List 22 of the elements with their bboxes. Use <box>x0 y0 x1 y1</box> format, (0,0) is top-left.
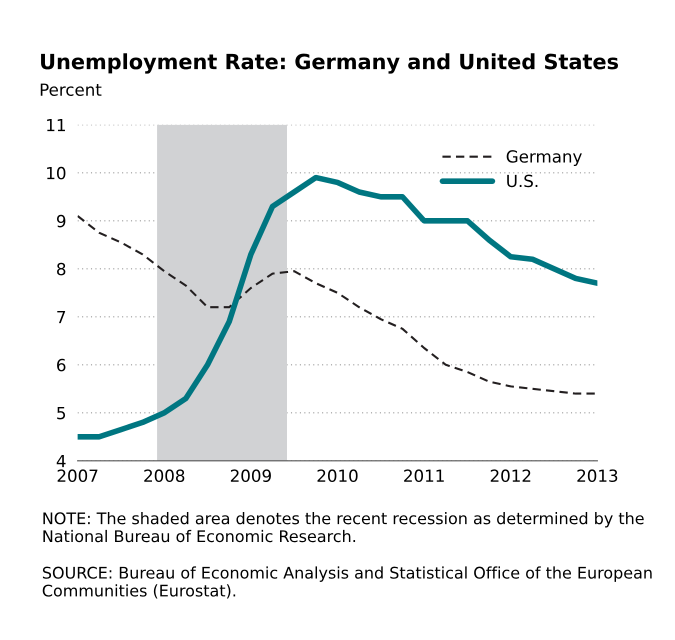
y-tick-label: 10 <box>47 166 66 180</box>
x-tick-label: 2011 <box>404 469 444 482</box>
line-series <box>78 214 598 395</box>
x-tick-label: 2009 <box>230 469 271 482</box>
y-tick-label: 9 <box>56 214 66 228</box>
legend-label: U.S. <box>507 174 538 188</box>
source-note: SOURCE: Bureau of Economic Analysis and Statistical Office of the European Communities (Eurostat). <box>42 566 652 599</box>
text: NOTE: The shaded area denotes the recent recession as determined by the National Bureau of Economic Research. <box>43 512 644 542</box>
y-tick-label: 5 <box>57 406 66 420</box>
x-tick-label: 2010 <box>318 469 358 482</box>
y-tick-label: 11 <box>47 118 65 132</box>
y-tick-label: 7 <box>57 310 66 324</box>
x-tick-label: 2007 <box>58 469 98 482</box>
y-tick-label: 6 <box>57 358 66 372</box>
legend-label: Germany <box>506 150 582 166</box>
x-tick-label: 2012 <box>490 469 530 482</box>
x-tick-label: 2008 <box>144 469 184 482</box>
y-tick-label: 8 <box>57 262 66 276</box>
y-axis-title: Percent <box>40 84 102 96</box>
chart-title: Unemployment Rate: Germany and United States <box>41 53 618 74</box>
x-tick-label: 2013 <box>577 469 618 482</box>
y-tick-label: 4 <box>56 454 66 468</box>
